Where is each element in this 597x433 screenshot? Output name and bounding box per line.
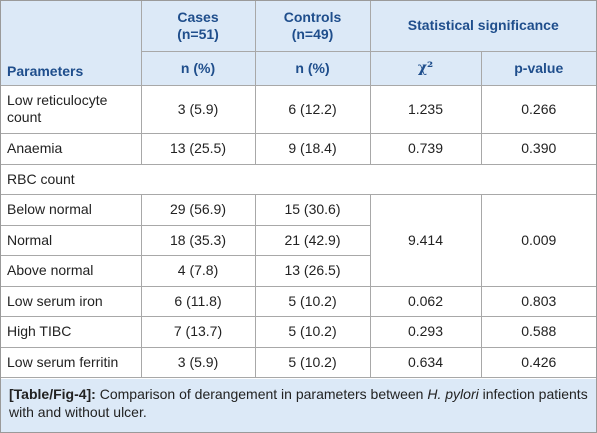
param-cell: Low serum iron: [1, 285, 142, 317]
p-value-cell: 0.390: [480, 132, 597, 165]
param-cell: Low reticulocyte count: [1, 84, 142, 134]
controls-cell: 5 (10.2): [254, 315, 371, 348]
header-p-value: p-value: [480, 50, 597, 86]
chi2-cell-rbc: 9.414: [369, 193, 482, 287]
chi2-cell: 0.739: [369, 132, 482, 165]
controls-cell: 15 (30.6): [254, 193, 371, 226]
caption-text-before: Comparison of derangement in parameters …: [99, 386, 424, 402]
header-cases: Cases (n=51): [140, 1, 256, 52]
header-controls-label: Controls: [283, 8, 342, 25]
p-value-cell: 0.803: [480, 285, 597, 317]
data-table: Parameters Cases (n=51) Controls (n=49) …: [1, 1, 597, 378]
param-cell: High TIBC: [1, 315, 142, 348]
controls-cell: 9 (18.4): [254, 132, 371, 165]
cases-cell: 29 (56.9): [140, 193, 256, 226]
header-controls-n: (n=49): [291, 25, 334, 42]
table-row: Above normal 4 (7.8) 13 (26.5): [1, 254, 596, 287]
cases-cell: 7 (13.7): [140, 315, 256, 348]
p-value-cell: 0.266: [480, 84, 597, 134]
table-row: Low serum ferritin 3 (5.9) 5 (10.2) 0.63…: [1, 346, 597, 378]
chi2-cell: 0.062: [369, 285, 482, 317]
header-controls: Controls (n=49): [254, 1, 371, 52]
chi2-cell: 0.634: [369, 346, 482, 378]
table-row: Anaemia 13 (25.5) 9 (18.4) 0.739 0.390: [1, 132, 597, 165]
header-parameters: Parameters: [1, 1, 142, 86]
controls-cell: 5 (10.2): [254, 346, 371, 378]
chi2-cell: 0.293: [369, 315, 482, 348]
header-chi-square: χ²: [369, 50, 482, 86]
cases-cell: 3 (5.9): [140, 346, 256, 378]
table-row: Low serum iron 6 (11.8) 5 (10.2) 0.062 0…: [1, 285, 597, 317]
header-n-pct-controls: n (%): [254, 50, 371, 86]
section-label-rbc-count: RBC count: [1, 163, 597, 195]
cases-cell: 13 (25.5): [140, 132, 256, 165]
p-value-cell: 0.588: [480, 315, 597, 348]
param-cell: Below normal: [1, 193, 142, 226]
cases-cell: 4 (7.8): [140, 254, 256, 287]
table-row: Low reticulocyte count 3 (5.9) 6 (12.2) …: [1, 84, 597, 134]
p-value-cell-rbc: 0.009: [480, 193, 597, 287]
header-cases-n: (n=51): [177, 25, 219, 42]
figure-caption: [Table/Fig-4]: Comparison of derangement…: [1, 379, 596, 432]
caption-italic-organism: H. pylori: [427, 386, 479, 402]
controls-cell: 13 (26.5): [254, 254, 370, 287]
table-row: Normal 18 (35.3) 21 (42.9): [1, 224, 596, 256]
table-row: High TIBC 7 (13.7) 5 (10.2) 0.293 0.588: [1, 315, 597, 348]
header-statistical-significance: Statistical significance: [369, 1, 597, 52]
header-cases-label: Cases: [177, 8, 219, 25]
table-row-section: RBC count: [1, 163, 597, 195]
header-n-pct-cases: n (%): [141, 50, 256, 86]
param-cell: Low serum ferritin: [1, 346, 142, 378]
param-cell: Normal: [1, 224, 142, 256]
header-row-top: Parameters Cases (n=51) Controls (n=49) …: [1, 1, 597, 86]
controls-cell: 5 (10.2): [254, 285, 371, 317]
param-cell: Anaemia: [1, 132, 142, 165]
param-cell: Above normal: [1, 254, 142, 287]
caption-text-after: infection patients with and without ulce…: [9, 386, 588, 420]
controls-cell: 21 (42.9): [254, 224, 370, 256]
table-row: Below normal 29 (56.9) 15 (30.6) 9.414 0…: [1, 193, 597, 287]
caption-label: [Table/Fig-4]:: [9, 386, 96, 402]
controls-cell: 6 (12.2): [254, 84, 371, 134]
cases-cell: 6 (11.8): [140, 285, 256, 317]
p-value-cell: 0.426: [480, 346, 597, 378]
cases-cell: 18 (35.3): [140, 224, 256, 256]
chi2-cell: 1.235: [369, 84, 482, 134]
cases-cell: 3 (5.9): [140, 84, 256, 134]
